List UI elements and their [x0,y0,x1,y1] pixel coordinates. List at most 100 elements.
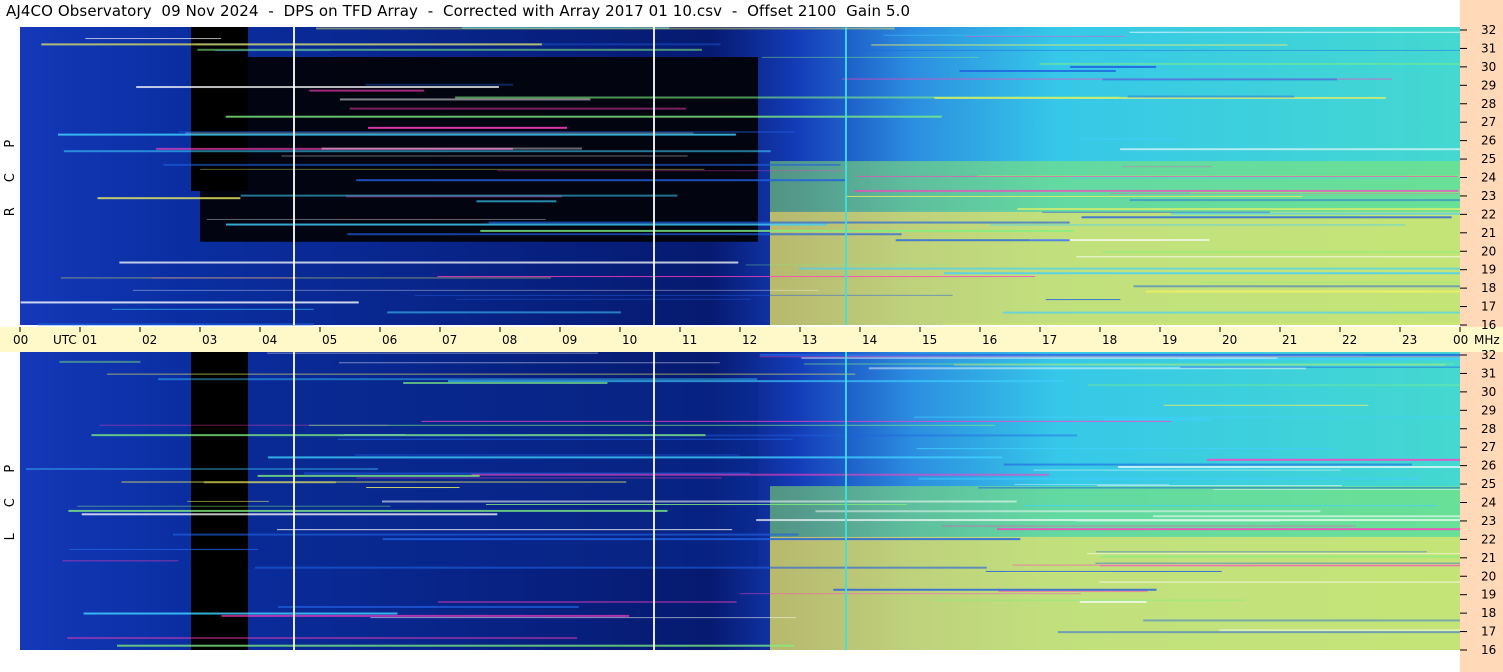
panel-rcp [20,27,1460,326]
interference-streak [281,155,688,157]
interference-streak [1178,358,1460,361]
interference-streak [1102,78,1337,81]
interference-streak [37,323,314,326]
y-tick-label: 24 [1481,496,1496,510]
x-tick-label: 08 [502,333,517,347]
vertical-marker [293,352,295,650]
interference-streak [1070,65,1157,68]
interference-streak [58,133,736,136]
interference-streak [67,637,578,640]
x-tick-label: 07 [442,333,457,347]
interference-streak [172,533,799,536]
interference-streak [63,150,771,153]
interference-streak [276,529,733,531]
interference-streak [69,548,259,550]
x-tick-label: 09 [562,333,577,347]
y-tick-label: 19 [1481,588,1496,602]
polarization-letter: L [3,532,18,540]
interference-streak [91,434,706,437]
interference-streak [197,48,702,51]
interference-streak [1087,384,1460,387]
x-tick-label: 01 [82,333,97,347]
interference-streak [914,416,1460,418]
y-tick-label: 21 [1481,226,1496,240]
interference-streak [895,239,1070,242]
interference-streak [480,229,1074,232]
y-tick-label: 31 [1481,41,1496,55]
interference-streak [1081,216,1452,219]
side-label-lower: L C P [3,465,18,541]
x-tick-label: 18 [1102,333,1117,347]
interference-streak [1190,191,1460,194]
interference-streak [347,233,902,236]
interference-streak [316,27,895,30]
interference-streak [745,264,950,266]
y-tick-label: 29 [1481,403,1496,417]
interference-streak [1213,489,1460,491]
interference-streak [476,200,557,203]
interference-streak [844,195,1303,197]
y-tick-label: 21 [1481,551,1496,565]
interference-streak [77,505,391,507]
x-tick-label: 11 [682,333,697,347]
interference-streak [1118,466,1460,469]
interference-streak [1170,212,1460,215]
interference-streak [156,147,513,150]
interference-streak [221,614,630,617]
interference-streak [1163,404,1369,406]
y-tick-label: 32 [1481,23,1496,37]
vertical-marker [653,352,655,650]
y-tick-label: 22 [1481,207,1496,221]
interference-streak [488,221,1070,224]
interference-streak [943,272,1460,275]
interference-streak [338,434,1078,437]
interference-streak [136,86,499,89]
interference-streak [833,588,1157,591]
interference-streak [421,420,1172,422]
interference-streak [871,44,1288,46]
interference-streak [414,294,953,296]
polarization-letter: P [3,140,18,148]
interference-streak [854,189,1459,192]
vertical-marker [845,27,847,325]
vertical-marker [293,27,295,325]
y-tick-label: 25 [1481,477,1496,491]
y-axis-upper: 16 17 18 19 20 21 22 23 24 25 26 27 28 29 30 31 32 [1460,23,1496,332]
y-tick-label: 23 [1481,189,1496,203]
interference-streak [1219,629,1460,632]
interference-streak [309,424,996,426]
interference-streak [1143,619,1460,622]
interference-streak [1070,177,1409,179]
interference-streak [1045,299,1121,301]
y-tick-label: 17 [1481,625,1496,639]
polarization-letter: P [3,465,18,473]
interference-streak [1039,62,1460,65]
interference-streak [278,605,579,608]
y-tick-label: 20 [1481,569,1496,583]
y-tick-label: 32 [1481,348,1496,362]
interference-streak [815,510,1321,513]
interference-streak [68,509,668,512]
interference-streak [1100,565,1460,567]
interference-streak [255,566,987,569]
interference-streak [865,49,1460,51]
interference-streak [868,367,1306,370]
interference-streak [257,474,480,477]
interference-streak [803,363,1454,365]
x-tick-label: 03 [202,333,217,347]
interference-streak [163,163,841,166]
x-tick-label: 20 [1222,333,1237,347]
interference-streak [1033,469,1341,471]
interference-streak [83,612,398,615]
y-tick-label: 23 [1481,514,1496,528]
interference-streak [354,454,740,456]
interference-streak [321,147,583,150]
interference-streak [337,438,793,440]
interference-streak [1042,211,1270,213]
interference-streak [121,481,627,483]
interference-streak [1096,551,1427,553]
interference-streak [62,560,179,562]
x-axis-unit-label: UTC [53,333,77,347]
interference-streak [1086,553,1460,555]
interference-streak [934,96,1386,99]
